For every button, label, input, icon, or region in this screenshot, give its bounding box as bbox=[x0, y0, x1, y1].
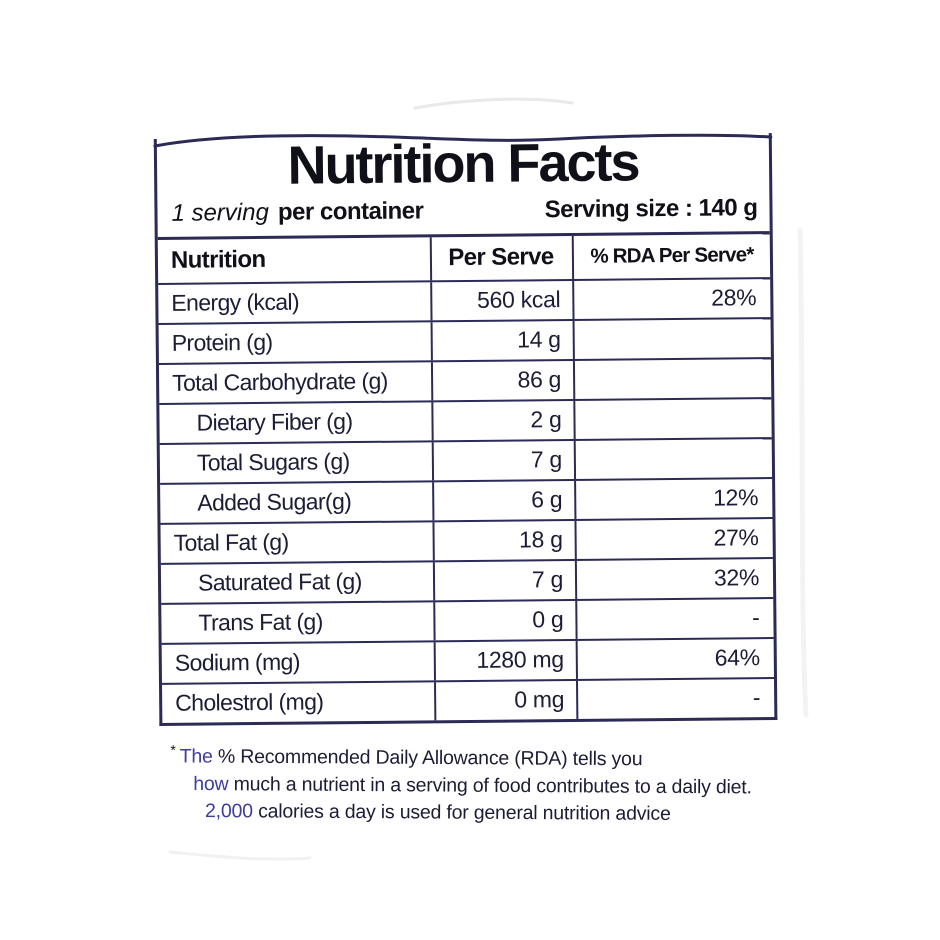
per-serve-value: 86 g bbox=[430, 360, 574, 401]
label-top-border bbox=[153, 133, 773, 148]
rda-value bbox=[573, 438, 773, 479]
nutrient-name: Added Sugar(g) bbox=[197, 488, 352, 516]
serving-info-row: 1 serving per container Serving size : 14… bbox=[157, 192, 769, 237]
nutrient-name: Trans Fat (g) bbox=[198, 608, 323, 636]
nutrient-name: Dietary Fiber (g) bbox=[196, 408, 353, 436]
serving-size: Serving size : 140 g bbox=[544, 193, 758, 223]
nutrition-facts-label: Nutrition Facts 1 serving per container S… bbox=[153, 121, 779, 824]
per-serve-value: 14 g bbox=[430, 320, 573, 361]
footnote-line: 2,000 calories a day is used for general… bbox=[170, 797, 777, 828]
table-row-trans-fat: Trans Fat (g) 0 g - bbox=[161, 596, 774, 643]
rda-footnote: * The % Recommended Daily Allowance (RDA)… bbox=[170, 737, 778, 828]
header-rda-per-serve: % RDA Per Serve* bbox=[571, 233, 771, 279]
rda-value: 32% bbox=[574, 558, 774, 599]
nutrient-name: Protein (g) bbox=[171, 329, 273, 357]
table-row-total-sugars: Total Sugars (g) 7 g bbox=[159, 436, 773, 483]
nutrient-name: Total Fat (g) bbox=[173, 528, 289, 556]
footnote-text: calories a day is used for general nutri… bbox=[252, 799, 671, 825]
servings-count: 1 serving bbox=[171, 198, 270, 227]
per-serve-value: 2 g bbox=[431, 400, 574, 441]
table-row-added-sugar: Added Sugar(g) 6 g 12% bbox=[160, 476, 773, 523]
label-border-box: Nutrition Facts 1 serving per container S… bbox=[153, 132, 778, 726]
per-serve-value: 560 kcal bbox=[430, 280, 573, 321]
rda-value: - bbox=[576, 678, 775, 719]
nutrient-name: Energy (kcal) bbox=[171, 288, 300, 317]
nutrient-name: Saturated Fat (g) bbox=[197, 568, 362, 596]
header-per-serve: Per Serve bbox=[429, 235, 573, 281]
table-header-row: Nutrition Per Serve % RDA Per Serve* bbox=[158, 233, 771, 283]
rda-value bbox=[573, 398, 772, 439]
rda-value bbox=[572, 318, 771, 359]
rda-value: 27% bbox=[574, 518, 773, 559]
rda-value: 64% bbox=[575, 638, 774, 679]
footnote-line: how much a nutrient in a serving of food… bbox=[170, 770, 777, 801]
rda-value bbox=[572, 358, 772, 399]
per-serve-value: 1280 mg bbox=[433, 640, 576, 681]
per-serve-value: 0 mg bbox=[434, 680, 577, 721]
per-serve-value: 7 g bbox=[432, 560, 576, 601]
footnote-text: much a nutrient in a serving of food con… bbox=[228, 772, 752, 798]
table-row-dietary-fiber: Dietary Fiber (g) 2 g bbox=[159, 396, 772, 443]
per-serve-value: 6 g bbox=[432, 480, 575, 521]
nutrient-name: Sodium (mg) bbox=[174, 648, 300, 676]
servings-unit: per container bbox=[277, 197, 424, 226]
header-nutrition: Nutrition bbox=[170, 246, 266, 275]
nutrient-name: Total Carbohydrate (g) bbox=[172, 367, 388, 397]
rda-value: 12% bbox=[574, 478, 773, 519]
servings-per-container: 1 serving per container bbox=[171, 197, 423, 227]
footnote-text-lead: how bbox=[193, 772, 229, 795]
per-serve-value: 0 g bbox=[433, 600, 576, 641]
table-row-sodium: Sodium (mg) 1280 mg 64% bbox=[161, 636, 774, 683]
table-row-saturated-fat: Saturated Fat (g) 7 g 32% bbox=[160, 556, 774, 603]
footnote-text: % Recommended Daily Allowance (RDA) tell… bbox=[212, 745, 643, 770]
nutrition-table: Nutrition Per Serve % RDA Per Serve* Ene… bbox=[157, 230, 775, 723]
per-serve-value: 7 g bbox=[431, 440, 575, 481]
nutrient-name: Cholestrol (mg) bbox=[175, 688, 324, 716]
rda-value: - bbox=[575, 598, 774, 639]
per-serve-value: 18 g bbox=[432, 520, 575, 561]
table-row-cholestrol: Cholestrol (mg) 0 mg - bbox=[162, 676, 775, 723]
footnote-text-lead: The bbox=[179, 745, 213, 768]
table-row-protein: Protein (g) 14 g bbox=[158, 316, 771, 363]
footnote-text-lead: 2,000 bbox=[205, 799, 253, 822]
nutrient-name: Total Sugars (g) bbox=[196, 448, 350, 476]
footnote-asterisk: * bbox=[170, 741, 176, 758]
footnote-line: * The % Recommended Daily Allowance (RDA)… bbox=[170, 737, 777, 774]
rda-value: 28% bbox=[572, 278, 771, 319]
table-row-total-fat: Total Fat (g) 18 g 27% bbox=[160, 516, 773, 563]
table-row-energy: Energy (kcal) 560 kcal 28% bbox=[158, 276, 771, 323]
table-row-total-carbohydrate: Total Carbohydrate (g) 86 g bbox=[158, 356, 772, 403]
